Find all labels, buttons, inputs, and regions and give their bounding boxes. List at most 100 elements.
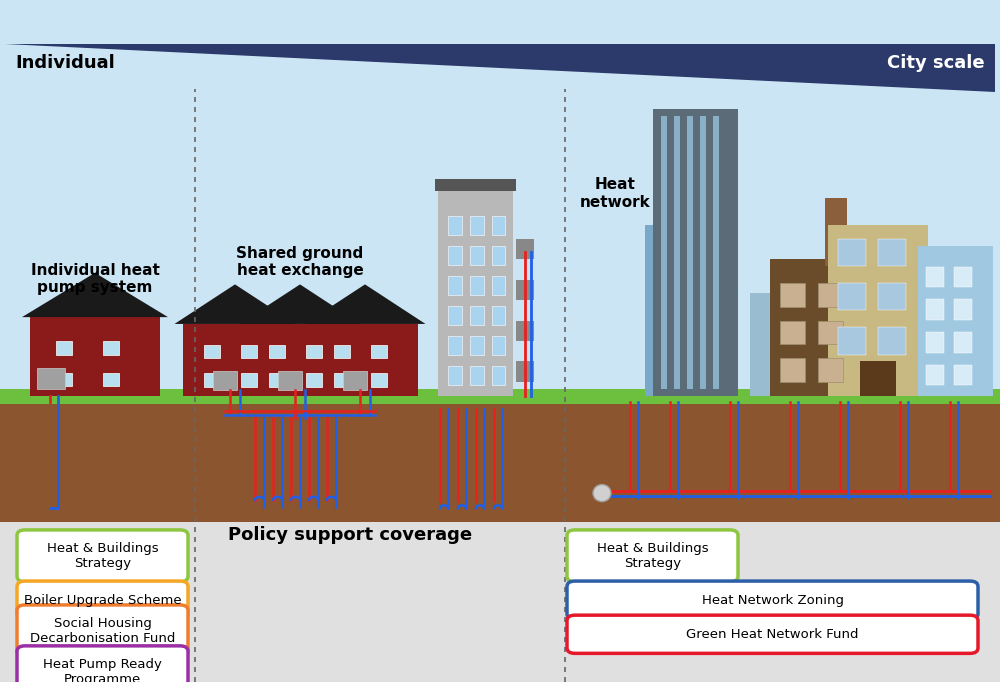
- Bar: [780, 321, 805, 344]
- Text: Boiler Upgrade Scheme: Boiler Upgrade Scheme: [24, 593, 181, 607]
- Text: Shared ground
heat exchange: Shared ground heat exchange: [236, 246, 364, 278]
- FancyBboxPatch shape: [567, 581, 978, 619]
- Bar: [103, 341, 119, 355]
- Bar: [878, 239, 906, 266]
- Bar: [278, 371, 302, 390]
- Bar: [516, 280, 534, 300]
- Bar: [652, 109, 738, 396]
- Bar: [954, 365, 972, 385]
- FancyBboxPatch shape: [567, 615, 978, 653]
- FancyBboxPatch shape: [17, 581, 188, 619]
- Bar: [0, 0, 1000, 522]
- Bar: [470, 306, 484, 325]
- Bar: [30, 317, 160, 396]
- Bar: [306, 344, 322, 358]
- Bar: [448, 216, 462, 235]
- Bar: [241, 373, 257, 387]
- Text: Individual: Individual: [15, 55, 115, 72]
- Bar: [448, 366, 462, 385]
- Bar: [818, 283, 843, 307]
- Bar: [492, 216, 505, 235]
- Bar: [954, 267, 972, 287]
- Bar: [470, 276, 484, 295]
- Polygon shape: [240, 284, 360, 324]
- Bar: [645, 225, 680, 396]
- Bar: [516, 321, 534, 341]
- Bar: [470, 336, 484, 355]
- Polygon shape: [304, 284, 426, 324]
- Bar: [818, 358, 843, 382]
- Bar: [37, 368, 65, 389]
- Bar: [674, 116, 680, 389]
- Polygon shape: [22, 273, 168, 317]
- Bar: [926, 332, 944, 353]
- Bar: [954, 299, 972, 320]
- Bar: [438, 191, 512, 396]
- FancyBboxPatch shape: [17, 530, 188, 582]
- Bar: [56, 341, 72, 355]
- Bar: [371, 344, 387, 358]
- Bar: [926, 267, 944, 287]
- Bar: [492, 366, 505, 385]
- Bar: [516, 239, 534, 259]
- Bar: [204, 373, 220, 387]
- Bar: [371, 373, 387, 387]
- Bar: [492, 276, 505, 295]
- Ellipse shape: [593, 484, 611, 502]
- Bar: [448, 246, 462, 265]
- Bar: [56, 372, 72, 386]
- Bar: [0, 399, 1000, 522]
- Bar: [516, 361, 534, 382]
- Bar: [838, 239, 866, 266]
- Bar: [712, 116, 718, 389]
- Bar: [343, 371, 367, 390]
- Bar: [334, 344, 350, 358]
- Bar: [926, 299, 944, 320]
- Bar: [470, 246, 484, 265]
- Text: Individual heat
pump system: Individual heat pump system: [31, 263, 159, 295]
- Bar: [268, 344, 285, 358]
- Bar: [954, 332, 972, 353]
- Bar: [818, 321, 843, 344]
- Bar: [492, 246, 505, 265]
- Bar: [312, 324, 418, 396]
- Bar: [860, 361, 896, 396]
- Bar: [241, 344, 257, 358]
- Bar: [838, 283, 866, 310]
- Bar: [780, 358, 805, 382]
- Polygon shape: [5, 44, 995, 92]
- Text: Heat Pump Ready
Programme: Heat Pump Ready Programme: [43, 657, 162, 682]
- Bar: [838, 327, 866, 355]
- Bar: [770, 259, 860, 396]
- FancyBboxPatch shape: [17, 646, 188, 682]
- Bar: [492, 306, 505, 325]
- Bar: [878, 283, 906, 310]
- Bar: [204, 344, 220, 358]
- FancyBboxPatch shape: [17, 605, 188, 657]
- Text: Policy support coverage: Policy support coverage: [228, 527, 472, 544]
- Bar: [825, 198, 847, 266]
- Bar: [828, 225, 928, 396]
- FancyBboxPatch shape: [567, 530, 738, 582]
- Bar: [448, 336, 462, 355]
- Bar: [750, 293, 780, 396]
- Text: Heat & Buildings
Strategy: Heat & Buildings Strategy: [597, 542, 708, 570]
- Bar: [700, 116, 706, 389]
- Bar: [103, 372, 119, 386]
- Bar: [448, 306, 462, 325]
- Bar: [0, 389, 1000, 404]
- Bar: [686, 116, 692, 389]
- Bar: [0, 522, 1000, 682]
- Bar: [926, 365, 944, 385]
- Bar: [306, 373, 322, 387]
- Bar: [878, 327, 906, 355]
- Bar: [470, 216, 484, 235]
- Text: Green Heat Network Fund: Green Heat Network Fund: [686, 627, 859, 641]
- Bar: [448, 276, 462, 295]
- Bar: [268, 373, 285, 387]
- Text: Heat
network: Heat network: [580, 177, 650, 210]
- Text: Social Housing
Decarbonisation Fund: Social Housing Decarbonisation Fund: [30, 617, 175, 645]
- Bar: [492, 336, 505, 355]
- Bar: [470, 366, 484, 385]
- Bar: [334, 373, 350, 387]
